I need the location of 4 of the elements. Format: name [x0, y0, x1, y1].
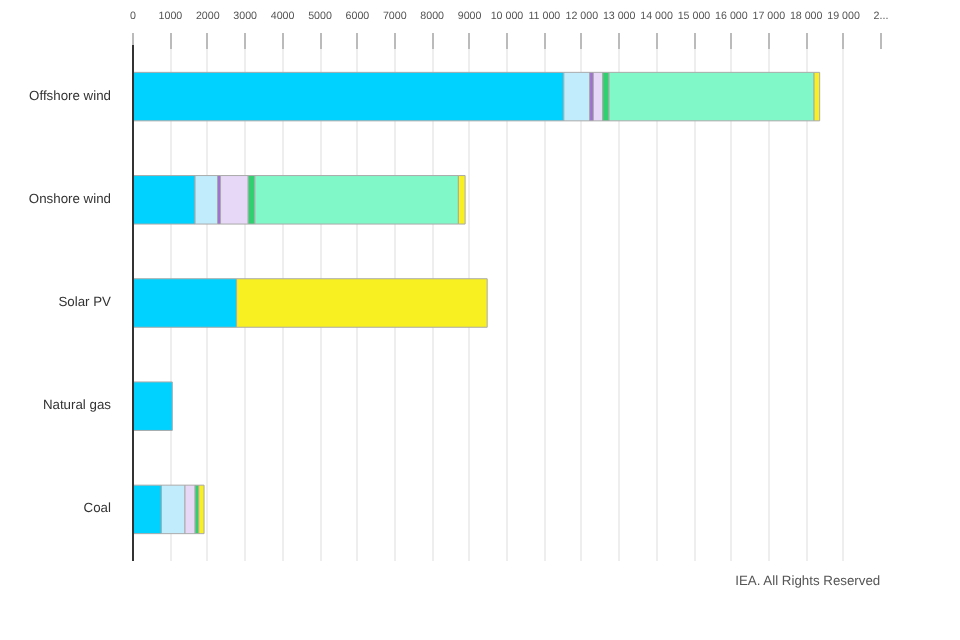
bar [133, 381, 173, 431]
bar [608, 71, 815, 122]
bar [254, 175, 459, 225]
bar [198, 484, 205, 535]
